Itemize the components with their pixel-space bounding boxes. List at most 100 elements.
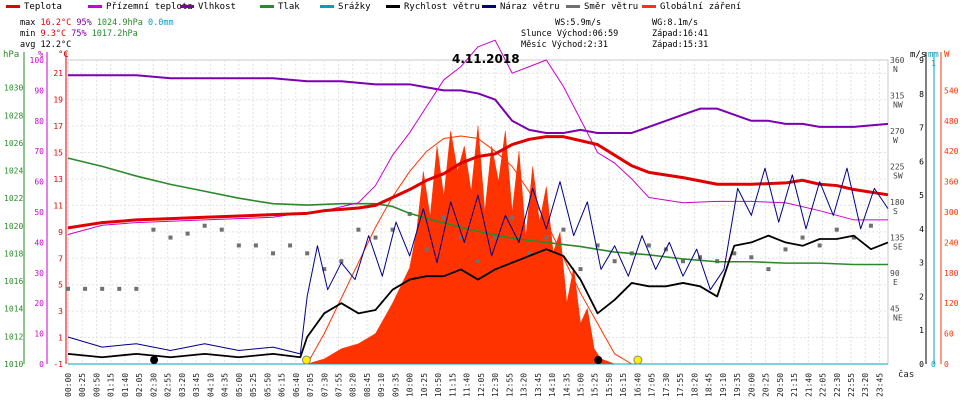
x-tick-label: 02:55 xyxy=(164,373,173,397)
stat-moon-rise: Měsíc Východ:2:31 xyxy=(521,40,608,50)
hum-tick-label: 30 xyxy=(34,269,44,278)
wind-direction-point xyxy=(783,247,788,252)
wind-direction-point xyxy=(578,267,583,272)
legend-label: Náraz větru xyxy=(500,2,560,12)
ground-temperature-line xyxy=(67,39,888,235)
press-tick-label: 1022 xyxy=(4,194,23,203)
rad-tick-label: 180 xyxy=(944,269,959,278)
x-tick-label: 12:30 xyxy=(491,373,500,397)
x-tick-label: 04:35 xyxy=(221,373,230,397)
dir-tick-label: 90 xyxy=(890,269,900,278)
legend-item-prizemni-teplota: Přízemní teplota xyxy=(88,2,193,12)
x-tick-label: 03:20 xyxy=(178,373,187,397)
x-tick-label: 02:30 xyxy=(149,373,158,397)
x-tick-label: 00:00 xyxy=(64,373,73,397)
rain-tick-label: 1 xyxy=(931,59,936,68)
x-tick-label: 10:50 xyxy=(434,373,443,397)
legend-label: Teplota xyxy=(24,2,62,12)
rain-tick-label: 0 xyxy=(931,360,936,369)
wind-direction-point xyxy=(339,259,344,264)
wind-direction-point xyxy=(544,235,549,240)
wind-direction-point xyxy=(749,255,754,260)
x-tick-label: 19:10 xyxy=(719,373,728,397)
legend-item-globalni-zareni: Globální záření xyxy=(642,2,741,12)
temp-tick-label: -1 xyxy=(53,360,63,369)
stat-max-temp: 16.2°C xyxy=(40,18,72,28)
wind-direction-point xyxy=(595,243,600,248)
dir-tick-label: 135 xyxy=(890,234,905,243)
x-tick-label: 17:30 xyxy=(662,373,671,397)
sunrise-marker xyxy=(301,355,311,365)
dir-tick-label: 45 xyxy=(890,305,900,314)
wind-direction-point xyxy=(851,235,856,240)
hum-tick-label: 100 xyxy=(30,56,45,65)
moonrise-marker xyxy=(150,356,159,364)
dir-tick-label: NW xyxy=(893,101,903,110)
legend-label: Směr větru xyxy=(584,2,639,12)
x-tick-label: 19:35 xyxy=(733,373,742,397)
legend-label: Tlak xyxy=(278,2,300,12)
x-tick-label: 23:20 xyxy=(861,373,870,397)
temp-tick-label: 15 xyxy=(53,149,63,158)
x-tick-label: 15:00 xyxy=(577,373,586,397)
wind-speed-line xyxy=(67,234,889,359)
stat-min-hum: 75% xyxy=(71,29,87,39)
hum-tick-label: 60 xyxy=(34,178,44,187)
wind-direction-point xyxy=(271,251,275,256)
x-tick-label: 02:05 xyxy=(135,373,144,397)
wind-tick-label: 2 xyxy=(919,292,924,301)
legend-label: Srážky xyxy=(338,2,371,12)
hum-tick-label: 50 xyxy=(34,208,44,217)
x-tick-label: 07:30 xyxy=(320,373,329,397)
x-tick-label: 05:25 xyxy=(249,373,258,397)
dir-tick-label: 360 xyxy=(890,56,905,65)
press-tick-label: 1012 xyxy=(4,332,23,341)
x-tick-label: 10:25 xyxy=(420,373,429,397)
x-tick-label: 07:55 xyxy=(334,373,343,397)
x-tick-label: 10:00 xyxy=(406,373,415,397)
x-tick-label: 23:45 xyxy=(875,373,884,397)
moonset-marker xyxy=(594,356,603,364)
wind-direction-point xyxy=(390,227,395,232)
wind-tick-label: 3 xyxy=(919,259,924,268)
wind-direction-point xyxy=(117,286,122,291)
x-tick-label: 22:30 xyxy=(833,373,842,397)
wind-direction-point xyxy=(288,243,293,248)
wind-direction-point xyxy=(219,227,224,232)
x-tick-label: 01:15 xyxy=(107,373,116,397)
legend-item-srazky: Srážky xyxy=(320,2,371,12)
wind-direction-point xyxy=(766,267,771,272)
wind-direction-point xyxy=(817,243,822,248)
wind-direction-point xyxy=(236,243,241,248)
stat-max-rain: 0.0mm xyxy=(148,18,174,28)
x-tick-label: 17:05 xyxy=(648,373,657,397)
rad-tick-label: 480 xyxy=(944,117,959,126)
stat-max-hum: 95% xyxy=(76,18,92,28)
temp-tick-label: 5 xyxy=(58,281,63,290)
hum-tick-label: 40 xyxy=(34,238,44,247)
press-tick-label: 1024 xyxy=(4,167,23,176)
rad-axis-title: W xyxy=(944,50,950,60)
rad-tick-label: 60 xyxy=(944,330,954,339)
temp-tick-label: 9 xyxy=(58,228,63,237)
wind-direction-point xyxy=(151,227,156,232)
dir-tick-label: 225 xyxy=(890,163,905,172)
legend-item-rychlost-vetru: Rychlost větru xyxy=(386,2,480,12)
x-tick-label: 08:20 xyxy=(349,373,358,397)
wind-direction-point xyxy=(681,259,685,264)
temp-tick-label: 19 xyxy=(53,96,63,105)
wind-tick-label: 1 xyxy=(919,326,924,335)
dir-tick-label: S xyxy=(893,207,898,216)
temperature-line xyxy=(67,135,889,230)
x-tick-label: 15:50 xyxy=(605,373,614,397)
press-tick-label: 1028 xyxy=(4,111,23,120)
temp-axis-title: °C xyxy=(58,50,69,60)
temp-tick-label: 3 xyxy=(58,307,63,316)
stat-wg: WG:8.1m/s xyxy=(652,18,699,28)
x-tick-label: 01:40 xyxy=(121,373,130,397)
wind-direction-point xyxy=(373,235,378,240)
wind-gust-line xyxy=(67,167,889,355)
temp-tick-label: 11 xyxy=(53,201,63,210)
